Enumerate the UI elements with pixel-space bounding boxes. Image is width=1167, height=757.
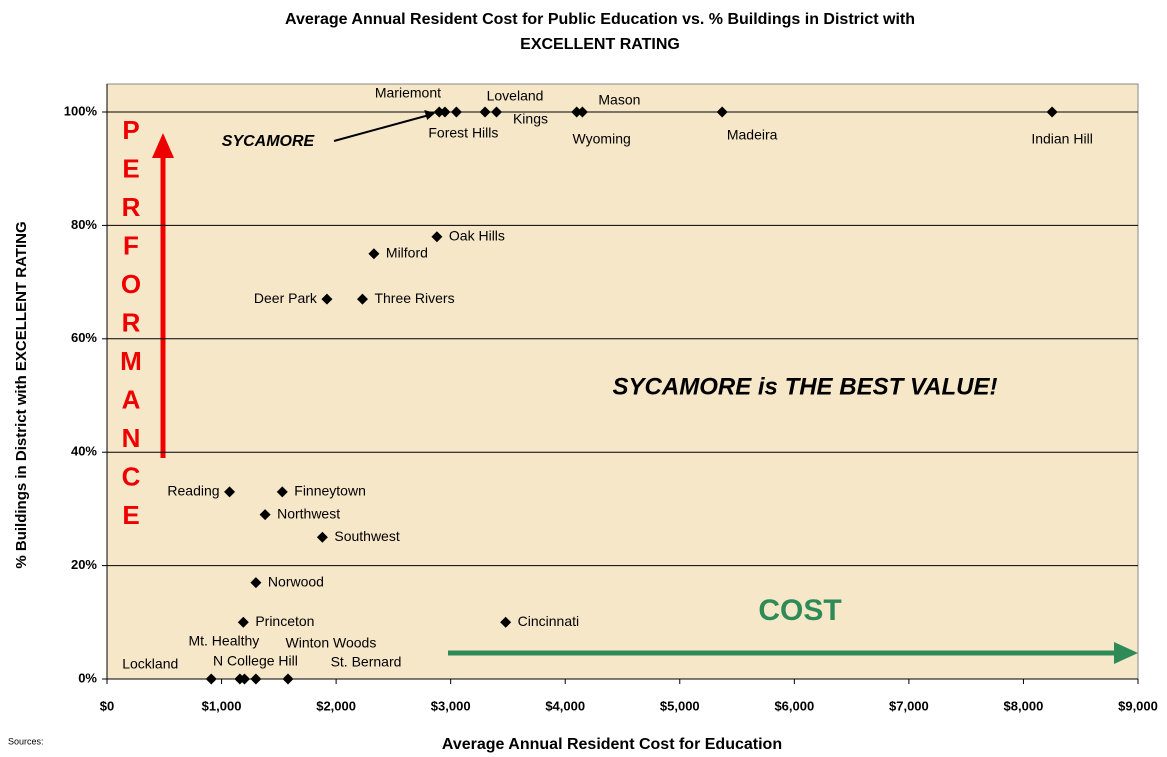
annotation: R: [122, 192, 141, 222]
point: [259, 509, 271, 521]
point-label: Mt. Healthy: [188, 633, 259, 649]
point-label: Finneytown: [294, 483, 366, 499]
annotation: O: [121, 269, 141, 299]
y-tick-label: 100%: [64, 103, 98, 118]
point: [450, 106, 462, 118]
annotation: M: [120, 346, 142, 376]
point-label: Madeira: [727, 127, 778, 143]
y-tick-label: 20%: [71, 557, 97, 572]
point: [439, 106, 451, 118]
point-label: Loveland: [487, 88, 544, 104]
annotation: P: [122, 115, 139, 145]
point-label: N College Hill: [213, 653, 298, 669]
point: [571, 106, 583, 118]
sources: Sources:: [8, 736, 44, 746]
chart-title: Average Annual Resident Cost for Public …: [285, 11, 915, 28]
y-tick-label: 80%: [71, 217, 97, 232]
point-label: SYCAMORE: [222, 133, 316, 150]
point-label: Milford: [386, 244, 428, 260]
performance-arrow-head: [152, 133, 174, 158]
point: [576, 106, 588, 118]
point: [431, 231, 443, 243]
point-label: Reading: [167, 483, 219, 499]
y-axis-label: % Buildings in District with EXCELLENT R…: [13, 221, 30, 568]
point-label: Indian Hill: [1031, 131, 1092, 147]
annotation: F: [123, 230, 139, 260]
x-tick-label: $3,000: [431, 698, 471, 713]
point: [224, 486, 236, 498]
point-label: Southwest: [334, 528, 399, 544]
annotation: A: [122, 384, 141, 414]
annotation: SYCAMORE is THE BEST VALUE!: [613, 373, 998, 400]
annotation: C: [122, 461, 141, 491]
annotation: COST: [758, 594, 841, 627]
point: [238, 673, 250, 685]
point: [1046, 106, 1058, 118]
x-tick-label: $2,000: [316, 698, 356, 713]
point: [490, 106, 502, 118]
annotation: N: [122, 423, 141, 453]
annotation: R: [122, 307, 141, 337]
point: [205, 673, 217, 685]
point-label: Cincinnati: [518, 613, 579, 629]
x-tick-label: $7,000: [889, 698, 929, 713]
point: [282, 673, 294, 685]
point: [716, 106, 728, 118]
x-tick-label: $4,000: [545, 698, 585, 713]
point: [321, 293, 333, 305]
cost-arrow-head: [1114, 642, 1138, 664]
pointer-arrow: [333, 114, 430, 142]
chart-subtitle: EXCELLENT RATING: [520, 36, 680, 53]
point-label: Wyoming: [573, 131, 631, 147]
point: [356, 293, 368, 305]
point-label: Mason: [598, 92, 640, 108]
point-label: Mariemont: [375, 85, 441, 101]
x-tick-label: $9,000: [1118, 698, 1158, 713]
point-label: Forest Hills: [428, 125, 498, 141]
y-tick-label: 40%: [71, 444, 97, 459]
y-tick-label: 60%: [71, 330, 97, 345]
point: [368, 248, 380, 260]
x-tick-label: $5,000: [660, 698, 700, 713]
point-label: Princeton: [255, 613, 314, 629]
point-label: Lockland: [122, 656, 178, 672]
point-label: Kings: [513, 111, 548, 127]
point: [250, 577, 262, 589]
point: [250, 673, 262, 685]
point-label: Winton Woods: [286, 635, 377, 651]
annotation: E: [122, 500, 139, 530]
point: [316, 531, 328, 543]
point: [479, 106, 491, 118]
point-label: Oak Hills: [449, 227, 505, 243]
point-label: Norwood: [268, 573, 324, 589]
y-tick-label: 0%: [78, 670, 97, 685]
point-label: Three Rivers: [374, 290, 454, 306]
plot-area: [106, 83, 1139, 680]
point-label: St. Bernard: [331, 654, 402, 670]
x-tick-label: $1,000: [202, 698, 242, 713]
x-axis-label: Average Annual Resident Cost for Educati…: [442, 736, 782, 753]
x-tick-label: $8,000: [1004, 698, 1044, 713]
point: [237, 616, 249, 628]
point: [276, 486, 288, 498]
point: [500, 616, 512, 628]
point: [433, 106, 445, 118]
point-label: Deer Park: [254, 290, 318, 306]
x-tick-label: $6,000: [774, 698, 814, 713]
x-tick-label: $0: [100, 698, 114, 713]
point-label: Northwest: [277, 505, 340, 521]
annotation: E: [122, 153, 139, 183]
pointer-arrow-head: [424, 110, 436, 120]
